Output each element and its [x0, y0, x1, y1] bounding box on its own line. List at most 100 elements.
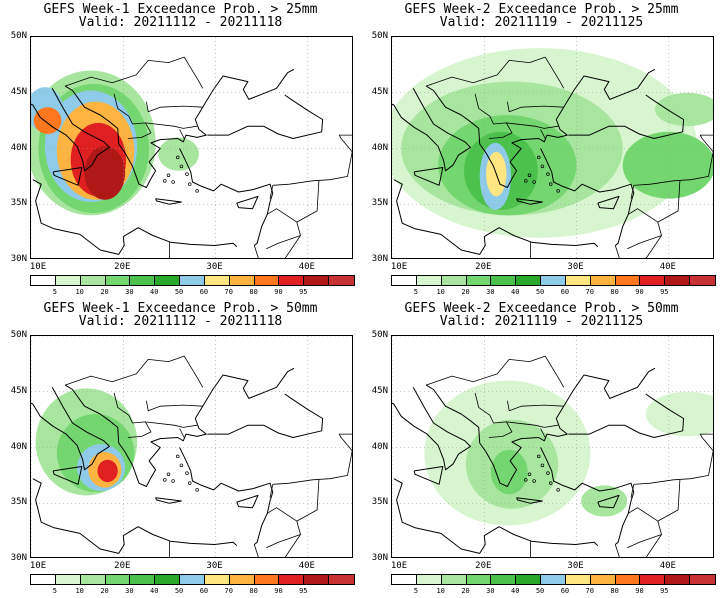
- colorbar-swatch: [130, 575, 156, 584]
- colorbar-swatch: [665, 575, 691, 584]
- coastline: [32, 478, 238, 554]
- colorbar-label: 20: [100, 587, 109, 595]
- island-outline: [171, 180, 175, 184]
- country-border: [64, 355, 204, 388]
- island-outline: [171, 479, 175, 483]
- lon-tick-label: 10E: [390, 561, 408, 571]
- map-canvas: [31, 37, 352, 258]
- colorbar-swatch: [80, 276, 106, 285]
- lat-tick-label: 30N: [10, 553, 27, 563]
- colorbar-label: 30: [486, 587, 495, 595]
- island-outline: [540, 463, 545, 468]
- colorbar-swatch: [329, 575, 354, 584]
- lat-tick-label: 35N: [10, 497, 27, 508]
- island-outline: [532, 180, 536, 184]
- colorbar-label: 95: [299, 288, 308, 296]
- colorbar-label: 90: [635, 587, 644, 595]
- colorbar-label: 90: [274, 288, 283, 296]
- island-outline: [527, 173, 532, 178]
- lat-tick-label: 45N: [371, 385, 388, 396]
- coastline: [392, 88, 471, 172]
- colorbar-label: 60: [560, 587, 570, 595]
- lat-tick-label: 45N: [371, 86, 388, 97]
- lon-tick-label: 20E: [475, 262, 492, 272]
- island-outline: [546, 172, 550, 176]
- coastline: [568, 393, 685, 438]
- island-outline: [524, 478, 528, 482]
- country-border: [269, 185, 274, 199]
- colorbar-swatch: [392, 276, 417, 285]
- coastline: [64, 68, 295, 188]
- country-border: [113, 93, 152, 139]
- island-outline: [524, 179, 528, 183]
- lon-tick-label: 20E: [114, 561, 131, 571]
- colorbar-swatch: [590, 575, 616, 584]
- probability-contour: [84, 146, 126, 200]
- island-outline: [163, 478, 167, 482]
- colorbar-label: 10: [436, 587, 445, 595]
- panel-valid-dates: Valid: 20211119 - 20211125: [439, 15, 644, 30]
- island-outline: [536, 454, 541, 459]
- colorbar-label: 10: [75, 587, 84, 595]
- colorbar-swatch: [204, 575, 230, 584]
- lon-tick-label: 10E: [390, 262, 408, 272]
- country-border: [657, 479, 681, 522]
- lon-tick-label: 20E: [114, 262, 131, 272]
- colorbar: [391, 275, 716, 286]
- map-canvas: [31, 336, 352, 557]
- country-border: [253, 544, 259, 557]
- colorbar-swatch: [516, 276, 542, 285]
- island-outline: [556, 488, 560, 492]
- probability-contour: [622, 131, 713, 199]
- colorbar-label: 20: [461, 587, 470, 595]
- country-border: [630, 484, 635, 498]
- lon-tick-label: 10E: [29, 262, 47, 272]
- map-area: [391, 36, 714, 259]
- colorbar-swatch: [416, 276, 442, 285]
- country-border: [179, 428, 185, 438]
- island-outline: [175, 454, 180, 459]
- colorbar-label: 5: [52, 288, 57, 296]
- colorbar-swatch: [329, 276, 354, 285]
- coastline: [413, 466, 444, 485]
- country-border: [627, 208, 662, 250]
- colorbar-label: 70: [585, 587, 594, 595]
- coastline: [425, 367, 656, 487]
- country-border: [425, 355, 565, 388]
- colorbar-swatch: [180, 575, 205, 584]
- colorbar-swatch: [304, 276, 330, 285]
- lon-tick-label: 30E: [567, 262, 584, 272]
- probability-contour: [97, 459, 118, 483]
- country-border: [145, 421, 198, 428]
- colorbar-swatch: [541, 575, 566, 584]
- panel-valid-dates: Valid: 20211112 - 20211118: [78, 314, 283, 329]
- island-outline: [548, 182, 553, 186]
- country-border: [296, 479, 320, 522]
- lon-tick-label: 30E: [567, 561, 584, 571]
- colorbar-swatch: [55, 276, 81, 285]
- colorbar-label: 90: [274, 587, 283, 595]
- colorbar-label: 60: [199, 288, 209, 296]
- coastline: [179, 148, 274, 246]
- coastline: [597, 195, 620, 210]
- lat-tick-label: 30N: [371, 553, 388, 563]
- panel-title: GEFS Week-1 Exceedance Prob. > 50mm: [43, 301, 318, 316]
- probability-contour: [655, 92, 713, 127]
- colorbar-label: 10: [75, 288, 84, 296]
- map-panel-2: GEFS Week-2 Exceedance Prob. > 25mm Valid…: [361, 0, 722, 299]
- colorbar-swatch: [304, 575, 330, 584]
- colorbar-swatch: [441, 575, 467, 584]
- lat-tick-label: 50N: [10, 330, 27, 340]
- panel-title: GEFS Week-2 Exceedance Prob. > 50mm: [404, 301, 679, 316]
- country-border: [272, 433, 352, 485]
- coastline: [597, 494, 620, 509]
- map-canvas: [392, 37, 713, 258]
- country-border: [64, 56, 204, 89]
- coastline: [516, 497, 543, 504]
- colorbar-label: 70: [585, 288, 594, 296]
- coastline: [179, 447, 274, 545]
- lat-tick-label: 50N: [10, 31, 27, 41]
- probability-contour: [158, 137, 199, 171]
- island-outline: [187, 481, 192, 485]
- colorbar-swatch: [105, 575, 131, 584]
